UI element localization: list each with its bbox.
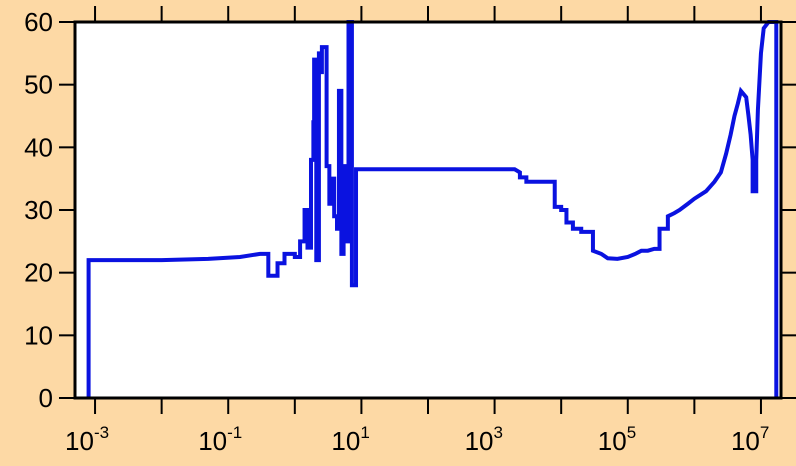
x-axis-ticks: 10-3 10-1 101 103 105 107 (65, 6, 769, 456)
x-tick-label-exponent: 7 (760, 423, 769, 442)
x-tick-label: 10-3 (65, 423, 109, 456)
x-tick-label-exponent: 3 (494, 423, 503, 442)
y-tick-label: 40 (24, 132, 53, 162)
y-tick-label: 20 (24, 258, 53, 288)
y-axis-ticks: 0 10 20 30 40 50 60 (24, 7, 796, 413)
x-tick-label-base: 10 (598, 426, 627, 456)
x-tick-label-exponent: 1 (360, 423, 369, 442)
plot-area (75, 22, 781, 398)
y-tick-label: 60 (24, 7, 53, 37)
x-tick-label: 105 (598, 423, 636, 456)
y-tick-label: 0 (39, 383, 53, 413)
x-tick-label: 107 (731, 423, 769, 456)
series-line (86, 20, 779, 398)
x-tick-label-exponent: -1 (227, 423, 242, 442)
x-tick-label: 103 (465, 423, 503, 456)
plot-frame (73, 20, 783, 400)
y-tick-label: 10 (24, 320, 53, 350)
x-tick-label: 10-1 (198, 423, 242, 456)
x-tick-label-base: 10 (198, 426, 227, 456)
y-tick-label: 50 (24, 70, 53, 100)
x-tick-label-base: 10 (65, 426, 94, 456)
x-tick-label-base: 10 (731, 426, 760, 456)
x-tick-label: 101 (331, 423, 369, 456)
x-tick-label-base: 10 (465, 426, 494, 456)
y-tick-label: 30 (24, 195, 53, 225)
x-tick-label-exponent: -3 (94, 423, 109, 442)
x-tick-label-base: 10 (331, 426, 360, 456)
x-tick-label-exponent: 5 (627, 423, 636, 442)
